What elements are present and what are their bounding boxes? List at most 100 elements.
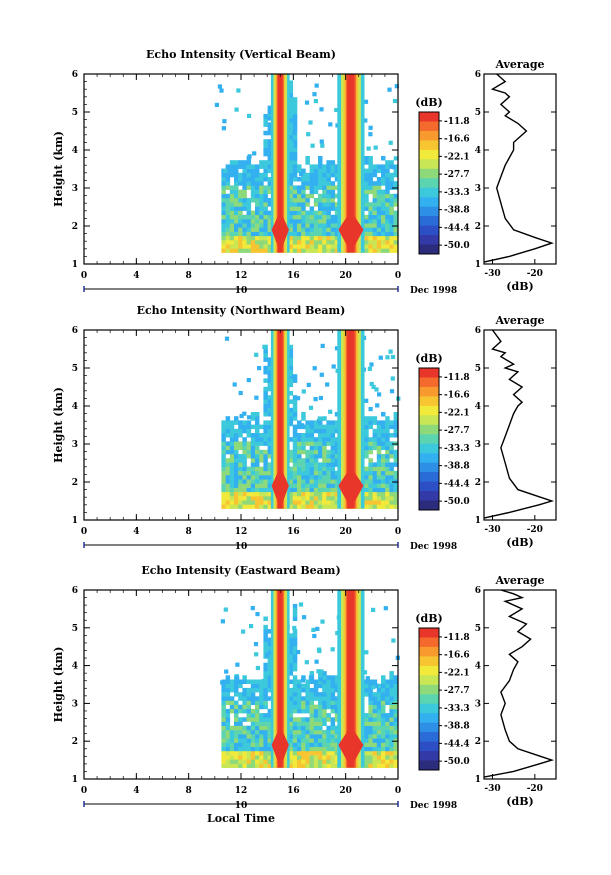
- echo-cell: [368, 132, 373, 137]
- echo-cell: [267, 666, 273, 672]
- echo-cell: [301, 437, 306, 442]
- echo-cell: [318, 721, 323, 726]
- echo-cell: [389, 704, 394, 710]
- echo-cell: [246, 198, 252, 203]
- echo-cell: [263, 219, 268, 224]
- echo-cell: [330, 458, 336, 463]
- echo-cell: [238, 219, 243, 224]
- colorbar-swatch: [419, 130, 439, 141]
- echo-cell: [313, 763, 319, 768]
- echo-cell: [385, 491, 390, 497]
- echo-cell: [255, 223, 260, 228]
- echo-cell: [221, 248, 226, 253]
- x-tick-label: 20: [339, 271, 352, 281]
- echo-cell: [316, 418, 322, 424]
- echo-cell: [255, 445, 260, 451]
- echo-cell: [221, 177, 226, 182]
- echo-cell: [301, 441, 306, 446]
- echo-cell: [301, 235, 306, 241]
- echo-cell: [263, 248, 268, 253]
- echo-cell: [221, 683, 226, 689]
- echo-cell: [259, 466, 264, 472]
- echo-cell: [322, 433, 327, 438]
- echo-cell: [225, 420, 231, 425]
- echo-cell: [330, 696, 336, 701]
- echo-cell: [301, 487, 306, 493]
- echo-cell: [385, 355, 390, 360]
- echo-cell: [389, 746, 394, 752]
- echo-cell: [364, 428, 369, 434]
- echo-cell: [364, 185, 369, 190]
- echo-cell: [305, 729, 310, 735]
- colorbar-swatch: [419, 646, 439, 657]
- y-tick-label: 6: [72, 326, 78, 336]
- echo-cell: [297, 491, 302, 497]
- echo-cell: [301, 181, 306, 186]
- echo-cell: [229, 164, 235, 169]
- echo-cell: [263, 378, 268, 383]
- echo-cell: [297, 496, 302, 501]
- echo-cell: [255, 479, 260, 484]
- echo-cell: [263, 114, 268, 119]
- echo-cell: [309, 235, 315, 241]
- echo-cell: [383, 606, 388, 611]
- echo-cell: [247, 154, 252, 159]
- echo-cell: [242, 160, 247, 165]
- echo-cell: [364, 227, 369, 232]
- echo-cell: [255, 729, 260, 735]
- echo-cell: [393, 433, 399, 438]
- profile-x-label: (dB): [506, 536, 533, 549]
- echo-cell: [297, 679, 302, 684]
- echo-cell: [334, 717, 340, 722]
- echo-cell: [288, 97, 294, 102]
- echo-cell: [318, 198, 323, 203]
- echo-cell: [366, 146, 371, 151]
- echo-cell: [263, 118, 268, 123]
- echo-cell: [242, 235, 247, 241]
- echo-cell: [368, 683, 373, 689]
- echo-cell: [234, 470, 239, 476]
- echo-cell: [376, 181, 382, 186]
- echo-cell: [318, 683, 323, 689]
- echo-cell: [263, 227, 268, 232]
- echo-cell: [246, 687, 252, 693]
- echo-cell: [316, 647, 322, 652]
- echo-cell: [376, 219, 382, 224]
- echo-cell: [267, 189, 273, 195]
- echo-cell: [322, 746, 327, 752]
- echo-cell: [385, 210, 390, 216]
- echo-cell: [238, 496, 243, 501]
- echo-cell: [259, 470, 264, 476]
- echo-cell: [322, 227, 327, 232]
- echo-cell: [259, 244, 264, 249]
- echo-cell: [317, 416, 322, 421]
- echo-cell: [263, 479, 268, 484]
- echo-cell: [368, 725, 373, 731]
- echo-cell: [292, 101, 298, 106]
- echo-cell: [234, 177, 239, 182]
- echo-cell: [368, 759, 373, 764]
- echo-cell: [305, 223, 310, 228]
- echo-cell: [319, 139, 324, 144]
- echo-cell: [288, 202, 294, 207]
- echo-cell: [225, 219, 231, 224]
- echo-cell: [263, 759, 268, 764]
- echo-cell: [259, 223, 264, 228]
- echo-cell: [393, 700, 399, 705]
- echo-cell: [305, 704, 310, 710]
- echo-cell: [368, 219, 373, 224]
- echo-cell: [259, 742, 264, 747]
- echo-cell: [330, 717, 336, 722]
- colorbar-title: (dB): [415, 612, 442, 625]
- echo-cell: [330, 223, 336, 228]
- echo-cell: [318, 433, 323, 438]
- echo-cell: [372, 185, 378, 190]
- echo-cell: [250, 491, 256, 497]
- echo-cell: [305, 466, 310, 472]
- colorbar-swatch: [419, 377, 439, 388]
- echo-cell: [288, 422, 293, 427]
- echo-cell: [263, 717, 268, 722]
- echo-cell: [301, 763, 306, 768]
- echo-cell: [250, 759, 256, 764]
- echo-cell: [263, 160, 268, 165]
